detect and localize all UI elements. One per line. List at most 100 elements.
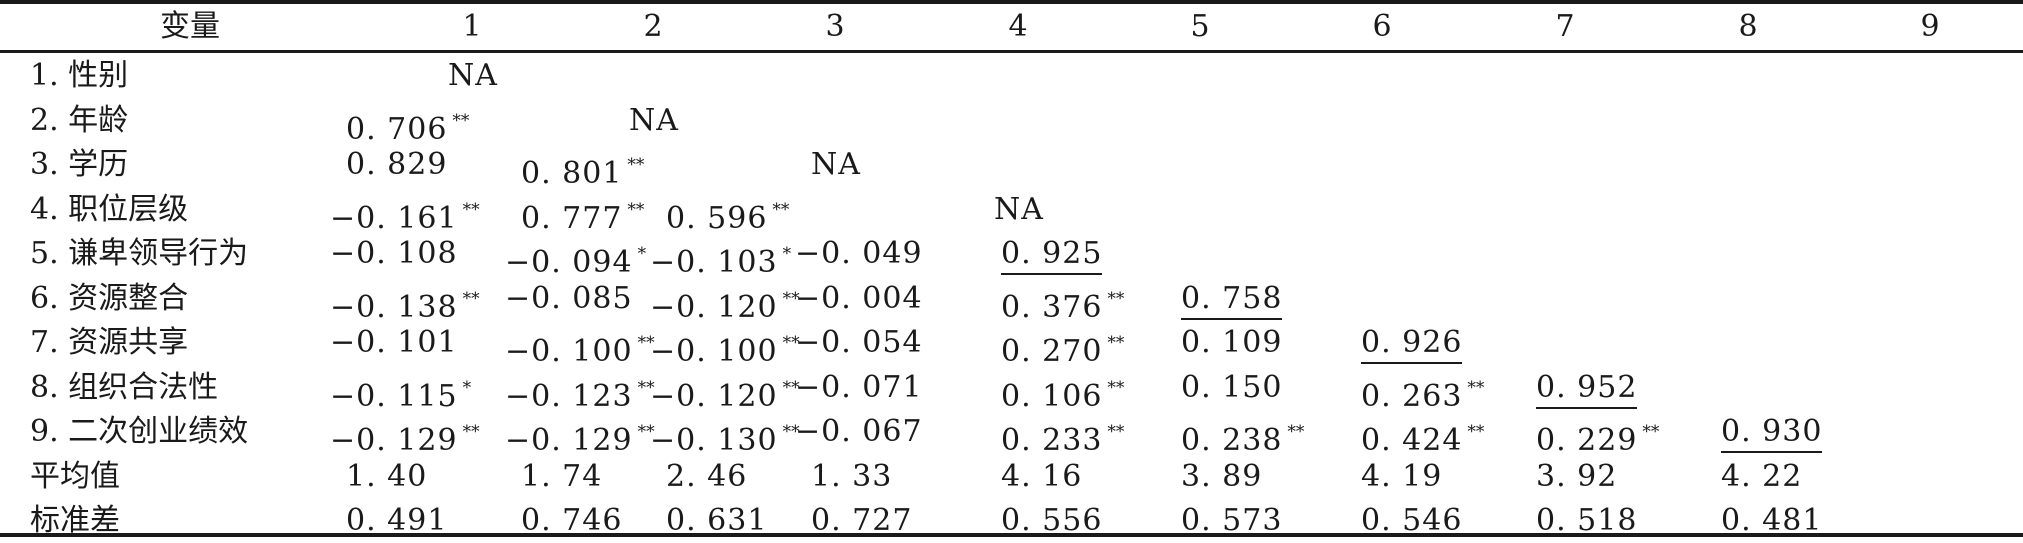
table-cell: 3. 92 xyxy=(1536,455,1617,499)
row-label: 4. 职位层级 xyxy=(30,191,189,227)
cell-value: 2. 46 xyxy=(666,458,748,494)
table-cell: 4. 16 xyxy=(1001,455,1082,499)
cell-value: 0. 706 xyxy=(346,111,448,147)
significance-marker: ** xyxy=(452,110,470,131)
table-cell: 0. 926 xyxy=(1361,321,1463,365)
table-cell: 0. 573 xyxy=(1181,499,1282,543)
cell-value: 3. 92 xyxy=(1536,458,1618,494)
table-cell: 0. 546 xyxy=(1361,499,1462,543)
cell-value: 0. 546 xyxy=(1361,503,1463,538)
table-cell: NA xyxy=(811,143,861,187)
table-cell: 0. 758 xyxy=(1181,277,1283,321)
table-cell: 0. 270 ** xyxy=(1001,321,1125,369)
table-cell: 1. 40 xyxy=(346,455,427,499)
table-cell: NA xyxy=(448,54,498,98)
significance-marker: ** xyxy=(1467,377,1485,398)
table-cell: −0. 120 ** xyxy=(650,366,800,414)
table-cell: 4. 22 xyxy=(1721,455,1802,499)
cell-value: 0. 150 xyxy=(1181,369,1283,405)
row-label: 1. 性别 xyxy=(30,58,129,93)
significance-marker: ** xyxy=(637,333,655,353)
cell-value: 1. 74 xyxy=(521,458,603,494)
table-cell: 0. 481 xyxy=(1721,499,1822,543)
significance-marker: ** xyxy=(782,288,800,309)
table-cell: −0. 071 xyxy=(795,366,923,410)
table-cell: 1. 33 xyxy=(811,455,892,499)
cell-value: 0. 829 xyxy=(346,147,448,182)
significance-marker: ** xyxy=(782,333,800,353)
significance-marker: ** xyxy=(1107,422,1125,442)
significance-marker: ** xyxy=(1107,288,1125,309)
cell-value: −0. 094 xyxy=(505,245,633,280)
header-col-9: 9 xyxy=(1920,9,1940,44)
table-cell: 0. 491 xyxy=(346,499,447,543)
header-col-8: 8 xyxy=(1738,9,1758,44)
significance-marker: ** xyxy=(1107,333,1125,353)
table-cell: 0. 376 ** xyxy=(1001,277,1125,325)
cell-value: 0. 556 xyxy=(1001,503,1103,538)
cell-value: 1. 33 xyxy=(811,458,893,494)
cell-value: NA xyxy=(629,102,679,138)
cell-value: NA xyxy=(448,58,498,93)
cell-value: 0. 263 xyxy=(1361,378,1463,414)
cell-value: −0. 120 xyxy=(650,378,778,414)
header-col-5: 5 xyxy=(1190,9,1210,44)
row-label: 9. 二次创业绩效 xyxy=(30,414,249,449)
table-cell: NA xyxy=(629,99,679,143)
table-cell: −0. 101 xyxy=(330,321,458,365)
cell-value: 0. 106 xyxy=(1001,378,1103,414)
cell-value: NA xyxy=(811,147,861,182)
cell-value: −0. 120 xyxy=(650,289,778,325)
row-label: 7. 资源共享 xyxy=(30,325,189,360)
header-col-7: 7 xyxy=(1555,9,1575,44)
table-cell: 0. 777 ** xyxy=(521,188,645,236)
cell-value: 0. 376 xyxy=(1001,289,1103,325)
table-cell: 0. 596 ** xyxy=(666,188,789,236)
cell-value: 4. 22 xyxy=(1721,458,1803,494)
cell-value: 3. 89 xyxy=(1181,458,1263,494)
cell-value: −0. 115 xyxy=(330,378,458,414)
cell-value: 0. 424 xyxy=(1361,423,1463,458)
significance-marker: ** xyxy=(637,377,655,398)
table-cell: −0. 103 * xyxy=(650,232,792,280)
cell-value: −0. 129 xyxy=(330,423,458,458)
significance-marker: ** xyxy=(782,422,800,442)
header-col-1: 1 xyxy=(462,9,482,44)
table-cell: −0. 129 ** xyxy=(330,410,480,458)
diagonal-reliability-value: 0. 925 xyxy=(1001,236,1103,275)
table-cell: −0. 100 ** xyxy=(505,321,655,369)
cell-value: −0. 071 xyxy=(795,369,923,405)
header-variable: 变量 xyxy=(160,9,220,44)
row-label: 6. 资源整合 xyxy=(30,280,189,316)
table-cell: −0. 161 ** xyxy=(330,188,480,236)
table-header-rule xyxy=(0,50,2023,53)
table-cell: 0. 930 xyxy=(1721,410,1823,454)
table-cell: 0. 229 ** xyxy=(1536,410,1659,458)
significance-marker: ** xyxy=(1467,422,1485,442)
cell-value: 0. 801 xyxy=(521,156,623,191)
table-cell: 3. 89 xyxy=(1181,455,1262,499)
table-cell: 0. 631 xyxy=(666,499,767,543)
table-cell: 0. 424 ** xyxy=(1361,410,1485,458)
table-cell: −0. 123 ** xyxy=(505,366,655,414)
cell-value: 0. 233 xyxy=(1001,423,1103,458)
significance-marker: ** xyxy=(462,422,480,442)
significance-marker: ** xyxy=(782,377,800,398)
cell-value: 0. 270 xyxy=(1001,334,1103,369)
table-cell: −0. 049 xyxy=(795,232,923,276)
table-cell: −0. 108 xyxy=(330,232,458,276)
row-label: 3. 学历 xyxy=(30,147,129,182)
header-col-2: 2 xyxy=(643,9,663,44)
cell-value: 0. 727 xyxy=(811,503,913,538)
table-cell: 1. 74 xyxy=(521,455,602,499)
table-cell: −0. 130 ** xyxy=(650,410,800,458)
cell-value: 0. 109 xyxy=(1181,325,1283,360)
cell-value: −0. 004 xyxy=(795,280,923,316)
table-cell: −0. 004 xyxy=(795,277,923,321)
significance-marker: ** xyxy=(627,199,645,220)
significance-marker: * xyxy=(782,244,792,264)
significance-marker: ** xyxy=(1287,422,1305,442)
cell-value: 1. 40 xyxy=(346,458,428,494)
cell-value: 0. 596 xyxy=(666,200,768,236)
